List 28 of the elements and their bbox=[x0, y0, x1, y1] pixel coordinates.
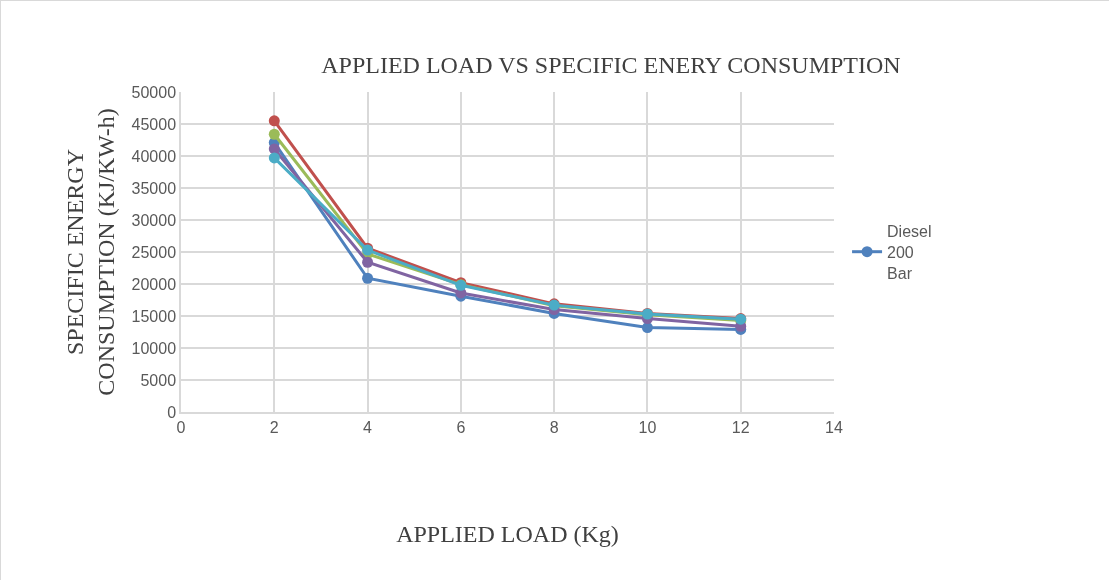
x-tick-label: 8 bbox=[549, 418, 559, 436]
point bbox=[268, 115, 280, 127]
legend-label: Diesel 200 Bar bbox=[887, 223, 932, 282]
point bbox=[362, 256, 374, 268]
y-tick-label: 5000 bbox=[140, 371, 177, 389]
x-tick-label: 10 bbox=[638, 418, 657, 436]
y-tick-label: 30000 bbox=[131, 211, 177, 229]
x-tick-label: 12 bbox=[731, 418, 750, 436]
x-tick-label: 2 bbox=[269, 418, 279, 436]
x-tick-label: 4 bbox=[363, 418, 373, 436]
y-tick-label: 0 bbox=[167, 403, 177, 421]
y-tick-label: 20000 bbox=[131, 275, 177, 293]
point bbox=[268, 128, 280, 140]
y-tick-label: 50000 bbox=[131, 83, 177, 101]
y-tick-label: 35000 bbox=[131, 179, 177, 197]
y-axis-title: SPECIFIC ENERGY CONSUMPTION (KJ/KW-h) bbox=[61, 108, 120, 396]
point bbox=[362, 272, 374, 284]
x-tick-label: 14 bbox=[825, 418, 843, 436]
y-tick-label: 45000 bbox=[131, 115, 177, 133]
y-tick-label: 10000 bbox=[131, 339, 177, 357]
chart-title: APPLIED LOAD VS SPECIFIC ENERY CONSUMPTION bbox=[321, 52, 901, 79]
point bbox=[268, 152, 280, 164]
x-axis-title: APPLIED LOAD (Kg) bbox=[396, 520, 619, 547]
point bbox=[641, 322, 653, 334]
x-tick-label: 6 bbox=[456, 418, 466, 436]
y-tick-label: 25000 bbox=[131, 243, 177, 261]
y-tick-label: 40000 bbox=[131, 147, 177, 165]
y-tick-label: 15000 bbox=[131, 307, 177, 325]
